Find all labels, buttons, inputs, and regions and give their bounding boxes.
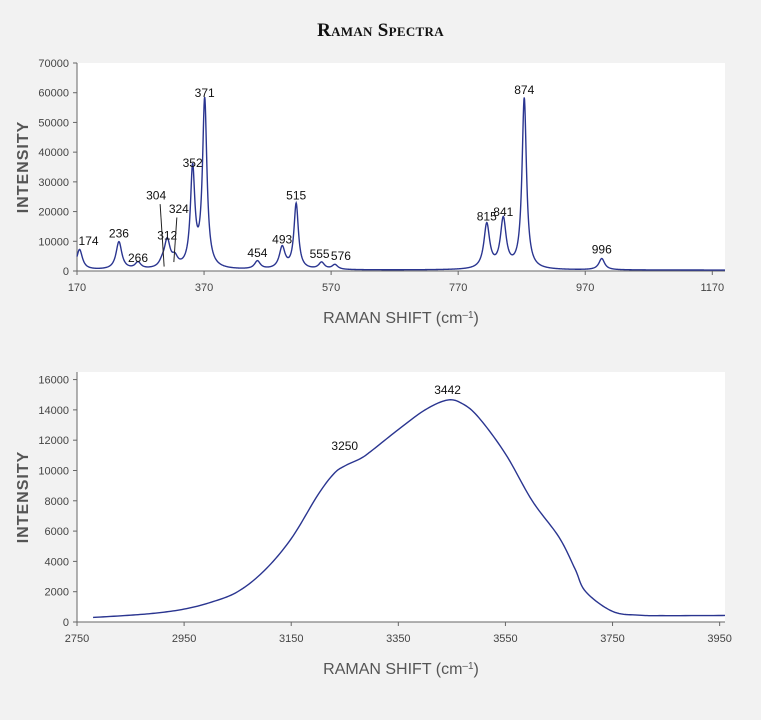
x-axis-title: RAMAN SHIFT (cm–1) bbox=[323, 661, 479, 679]
peak-label: 3442 bbox=[434, 383, 461, 397]
plot-area-1 bbox=[77, 63, 725, 271]
y-tick-label: 2000 bbox=[45, 587, 69, 599]
y-tick-label: 10000 bbox=[38, 236, 69, 248]
peak-label: 236 bbox=[109, 226, 129, 240]
peak-label: 576 bbox=[331, 249, 351, 263]
x-tick-label: 770 bbox=[449, 282, 467, 294]
x-tick-label: 3550 bbox=[493, 633, 517, 645]
y-tick-label: 40000 bbox=[38, 147, 69, 159]
x-tick-label: 2750 bbox=[65, 633, 89, 645]
peak-label: 841 bbox=[493, 205, 513, 219]
peak-label: 515 bbox=[286, 189, 306, 203]
chart-title: Raman Spectra bbox=[317, 20, 444, 41]
y-tick-label: 10000 bbox=[38, 465, 69, 477]
peak-label: 352 bbox=[183, 156, 203, 170]
y-tick-label: 50000 bbox=[38, 117, 69, 129]
x-tick-label: 570 bbox=[322, 282, 340, 294]
y-tick-label: 70000 bbox=[38, 58, 69, 70]
peak-label: 555 bbox=[310, 247, 330, 261]
x-axis-title: RAMAN SHIFT (cm–1) bbox=[323, 310, 479, 328]
peak-label: 174 bbox=[79, 234, 99, 248]
y-tick-label: 6000 bbox=[45, 526, 69, 538]
y-tick-label: 12000 bbox=[38, 435, 69, 447]
y-tick-label: 60000 bbox=[38, 88, 69, 100]
leader-line-324 bbox=[173, 217, 178, 263]
peak-label: 312 bbox=[157, 229, 177, 243]
peak-label: 874 bbox=[514, 83, 534, 97]
y-tick-label: 20000 bbox=[38, 207, 69, 219]
peak-label: 454 bbox=[247, 246, 267, 260]
y-tick-label: 4000 bbox=[45, 556, 69, 568]
y-tick-label: 30000 bbox=[38, 177, 69, 189]
y-tick-label: 0 bbox=[63, 266, 69, 278]
y-tick-label: 16000 bbox=[38, 375, 69, 387]
peak-label: 371 bbox=[195, 86, 215, 100]
y-tick-label: 8000 bbox=[45, 496, 69, 508]
x-tick-label: 970 bbox=[576, 282, 594, 294]
x-tick-label: 3750 bbox=[600, 633, 624, 645]
peak-label: 3250 bbox=[331, 439, 358, 453]
plot-area-2 bbox=[77, 372, 725, 622]
peak-label: 266 bbox=[128, 251, 148, 265]
x-tick-label: 3950 bbox=[707, 633, 731, 645]
x-tick-label: 3150 bbox=[279, 633, 303, 645]
peak-label: 815 bbox=[477, 209, 497, 223]
x-tick-label: 2950 bbox=[172, 633, 196, 645]
y-axis-title: INTENSITY bbox=[15, 451, 32, 544]
x-tick-label: 170 bbox=[68, 282, 86, 294]
spectrum-line-2 bbox=[93, 399, 726, 619]
spectrum-line-1 bbox=[76, 96, 725, 271]
leader-line-304 bbox=[159, 204, 165, 267]
y-axis-title: INTENSITY bbox=[15, 121, 32, 214]
peak-label: 304 bbox=[146, 189, 166, 203]
y-tick-label: 0 bbox=[63, 617, 69, 629]
peak-label: 493 bbox=[272, 232, 292, 246]
y-tick-label: 14000 bbox=[38, 405, 69, 417]
peak-label: 324 bbox=[169, 202, 189, 216]
x-tick-label: 3350 bbox=[386, 633, 410, 645]
x-tick-label: 1170 bbox=[700, 282, 724, 294]
peak-label: 996 bbox=[592, 243, 612, 257]
x-tick-label: 370 bbox=[195, 282, 213, 294]
